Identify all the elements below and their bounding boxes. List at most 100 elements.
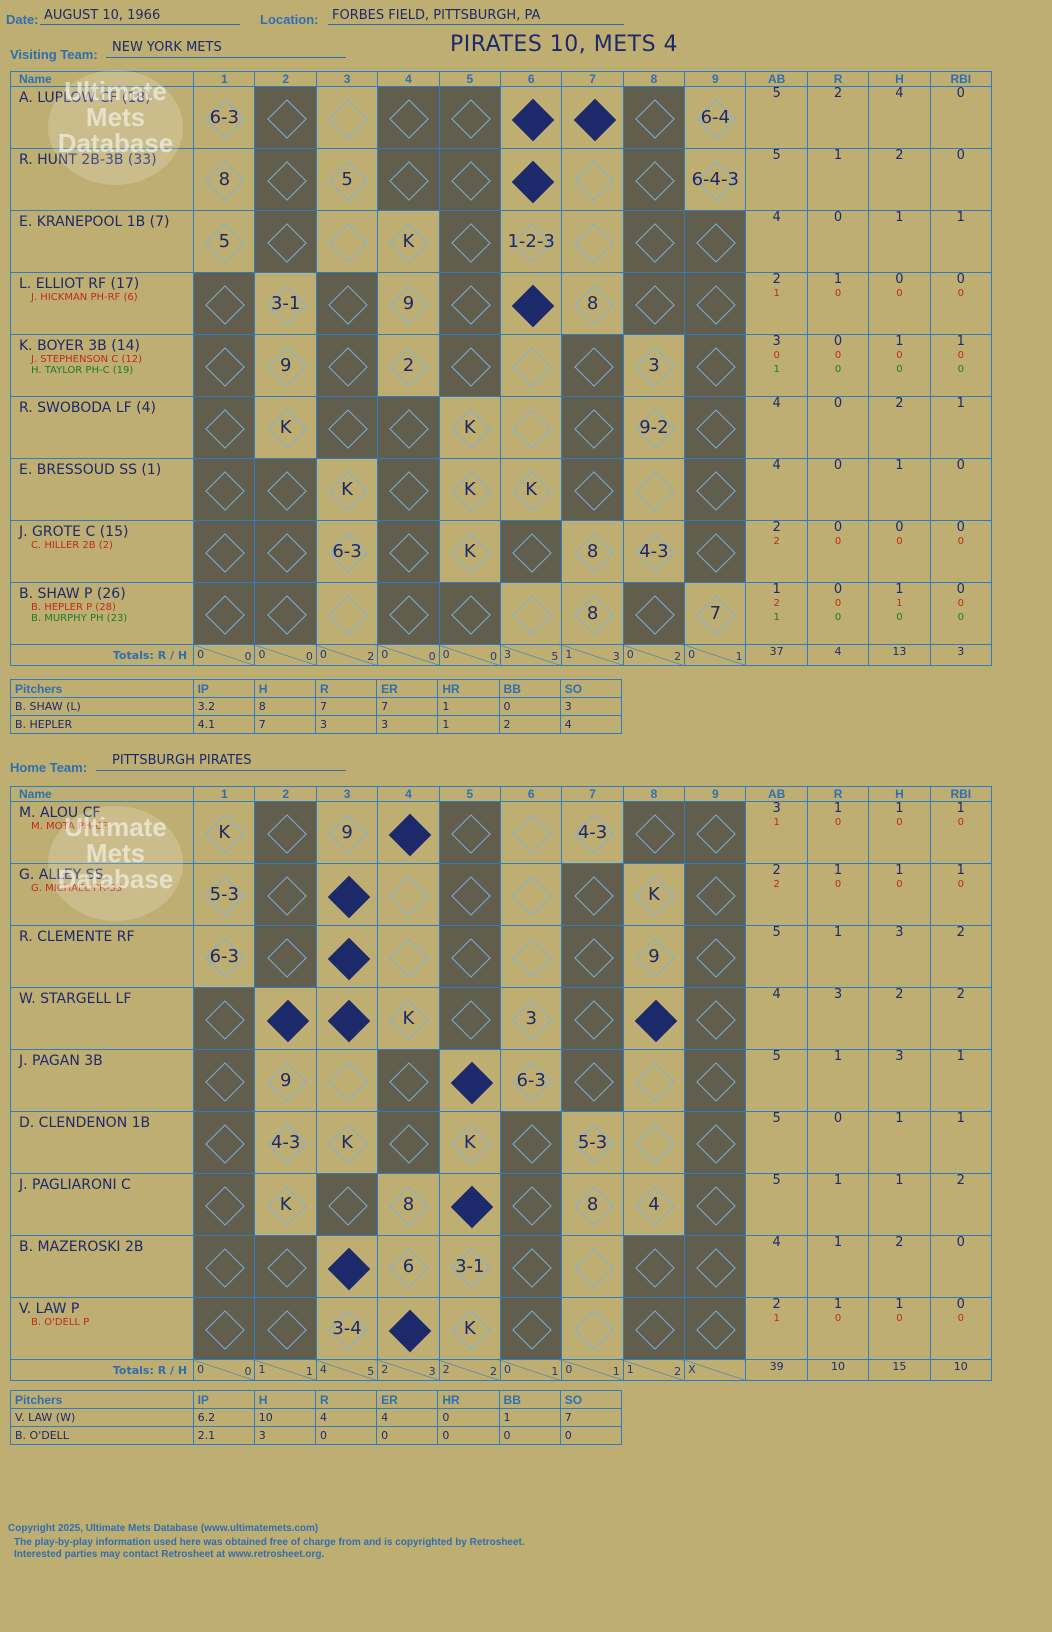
pitcher-row: V. LAW (W) 6.2 10 4 4 0 1 7: [10, 1408, 623, 1427]
column-header-inning: 3: [315, 71, 379, 87]
at-bat-cell: [193, 1049, 256, 1112]
base-diamond: [266, 98, 307, 139]
visiting-pitchers-table: Pitchers IP H R ER HR BB SO B. SHAW (L) 3.2 8 7 7 1 0 3…: [10, 679, 623, 734]
total-stat-cell: 10: [929, 1359, 993, 1381]
pitcher-stat: 1: [437, 697, 500, 716]
stat-ab-cell: 5: [745, 925, 808, 988]
player-name-cell: J. PAGLIARONI C: [9, 1173, 195, 1236]
stat-value: 0: [833, 334, 843, 349]
base-diamond: [512, 594, 552, 635]
at-bat-cell: [193, 520, 256, 583]
stat-value: 2: [772, 1297, 781, 1312]
stat-value: 2: [895, 148, 904, 163]
player-name-cell: E. KRANEPOOL 1B (7): [9, 210, 195, 273]
stat-r-cell: 1: [806, 1049, 870, 1112]
base-diamond: [205, 408, 246, 449]
pitcher-stat: 6.2: [192, 1408, 255, 1427]
base-diamond: [635, 160, 675, 201]
stat-rbi-cell: 2: [929, 925, 993, 988]
play-notation: 4: [648, 1193, 660, 1215]
stat-h-cell: 2: [868, 1235, 931, 1298]
stat-value: 4: [895, 86, 904, 101]
at-bat-cell: [499, 272, 563, 335]
base-diamond: [266, 937, 307, 978]
at-bat-cell: K: [438, 520, 501, 583]
play-notation: 6-3: [516, 1069, 546, 1091]
totals-h-label: H: [177, 648, 188, 662]
inning-hits: 1: [305, 1365, 313, 1378]
player-name: R. CLEMENTE RF: [19, 929, 135, 945]
at-bat-cell: [438, 334, 501, 397]
total-stat-cell: 13: [868, 644, 931, 666]
pitchers-column-header: H: [253, 679, 316, 698]
stat-value: 2: [895, 396, 904, 411]
pitcher-stat: 3: [314, 715, 378, 734]
pitcher-stat: B. O'DELL: [10, 1426, 194, 1445]
base-diamond: [327, 875, 371, 918]
pitcher-stat: 0: [437, 1426, 500, 1445]
base-diamond: [696, 284, 737, 325]
at-bat-cell: 3-1: [438, 1235, 501, 1298]
play-notation: 3-1: [270, 292, 301, 314]
copyright-line: Copyright 2025, Ultimate Mets Database (…: [8, 1523, 319, 1534]
stat-value: 0: [833, 520, 843, 535]
inning-hits: 0: [489, 650, 497, 663]
at-bat-cell: 4-3: [561, 801, 624, 864]
at-bat-cell: 3-4: [315, 1297, 379, 1360]
base-diamond: [635, 1309, 675, 1350]
home-team-underline: [96, 753, 346, 771]
base-diamond: [328, 98, 368, 139]
pitcher-stat: 7: [314, 697, 378, 716]
pitcher-row: B. O'DELL 2.1 3 0 0 0 0 0: [10, 1426, 623, 1445]
play-notation: 9: [279, 1069, 292, 1091]
at-bat-cell: 9: [254, 1049, 317, 1112]
at-bat-cell: [561, 1235, 624, 1298]
visiting-team-value: NEW YORK METS: [112, 40, 222, 55]
location-value: FORBES FIELD, PITTSBURGH, PA: [332, 8, 541, 23]
at-bat-cell: [193, 334, 256, 397]
column-header-name: Name: [9, 786, 195, 802]
at-bat-cell: 9-2: [622, 396, 686, 459]
stat-value: 2: [773, 879, 780, 890]
player-row: E. KRANEPOOL 1B (7) 5 K 1-2-3 4 0 1 1: [9, 210, 993, 273]
play-notation: 5-3: [577, 1131, 608, 1153]
base-diamond: [450, 284, 491, 325]
at-bat-cell: [438, 86, 501, 149]
player-name-cell: B. MAZEROSKI 2B: [9, 1235, 195, 1298]
at-bat-cell: 5-3: [561, 1111, 624, 1174]
column-header-inning: 1: [193, 786, 256, 802]
player-name-cell: V. LAW P B. O'DELL P: [9, 1297, 195, 1360]
player-row: R. HUNT 2B-3B (33) 8 5 6-4-3 5 1 2 0: [9, 148, 993, 211]
base-diamond: [389, 470, 430, 511]
base-diamond: [512, 937, 552, 978]
stat-ab-cell: 5: [745, 148, 808, 211]
play-notation: 2: [402, 354, 415, 376]
player-row: J. PAGAN 3B 9 6-3 5 1 3 1: [9, 1049, 993, 1112]
column-header-inning: 8: [622, 71, 686, 87]
stat-value: 0: [957, 612, 964, 623]
player-row: B. SHAW P (26) B. HEPLER P (28) B. MURPHY …: [9, 582, 993, 645]
stat-value: 0: [896, 612, 903, 623]
at-bat-cell: [561, 210, 624, 273]
base-diamond: [696, 346, 737, 387]
home-pitchers-table: Pitchers IP H R ER HR BB SO V. LAW (W) 6.2 10 4 4 0 1 7…: [10, 1390, 623, 1445]
at-bat-cell: [438, 1049, 501, 1112]
stat-value: 0: [895, 272, 904, 287]
stat-value: 0: [956, 148, 965, 163]
at-bat-cell: [684, 1173, 747, 1236]
base-diamond: [573, 222, 614, 263]
player-name-cell: B. SHAW P (26) B. HEPLER P (28) B. MURPHY …: [9, 582, 195, 645]
substitute-name: C. HILLER 2B (2): [31, 540, 113, 551]
inning-runs: 0: [197, 648, 205, 661]
stat-ab-cell: 4: [745, 987, 808, 1050]
at-bat-cell: K: [315, 458, 379, 521]
stat-value: 0: [957, 817, 964, 828]
pitchers-column-header: IP: [192, 1390, 255, 1409]
stat-ab-cell: 5: [745, 86, 808, 149]
inning-runs: 1: [626, 1363, 634, 1376]
stat-r-cell: 2: [806, 86, 870, 149]
